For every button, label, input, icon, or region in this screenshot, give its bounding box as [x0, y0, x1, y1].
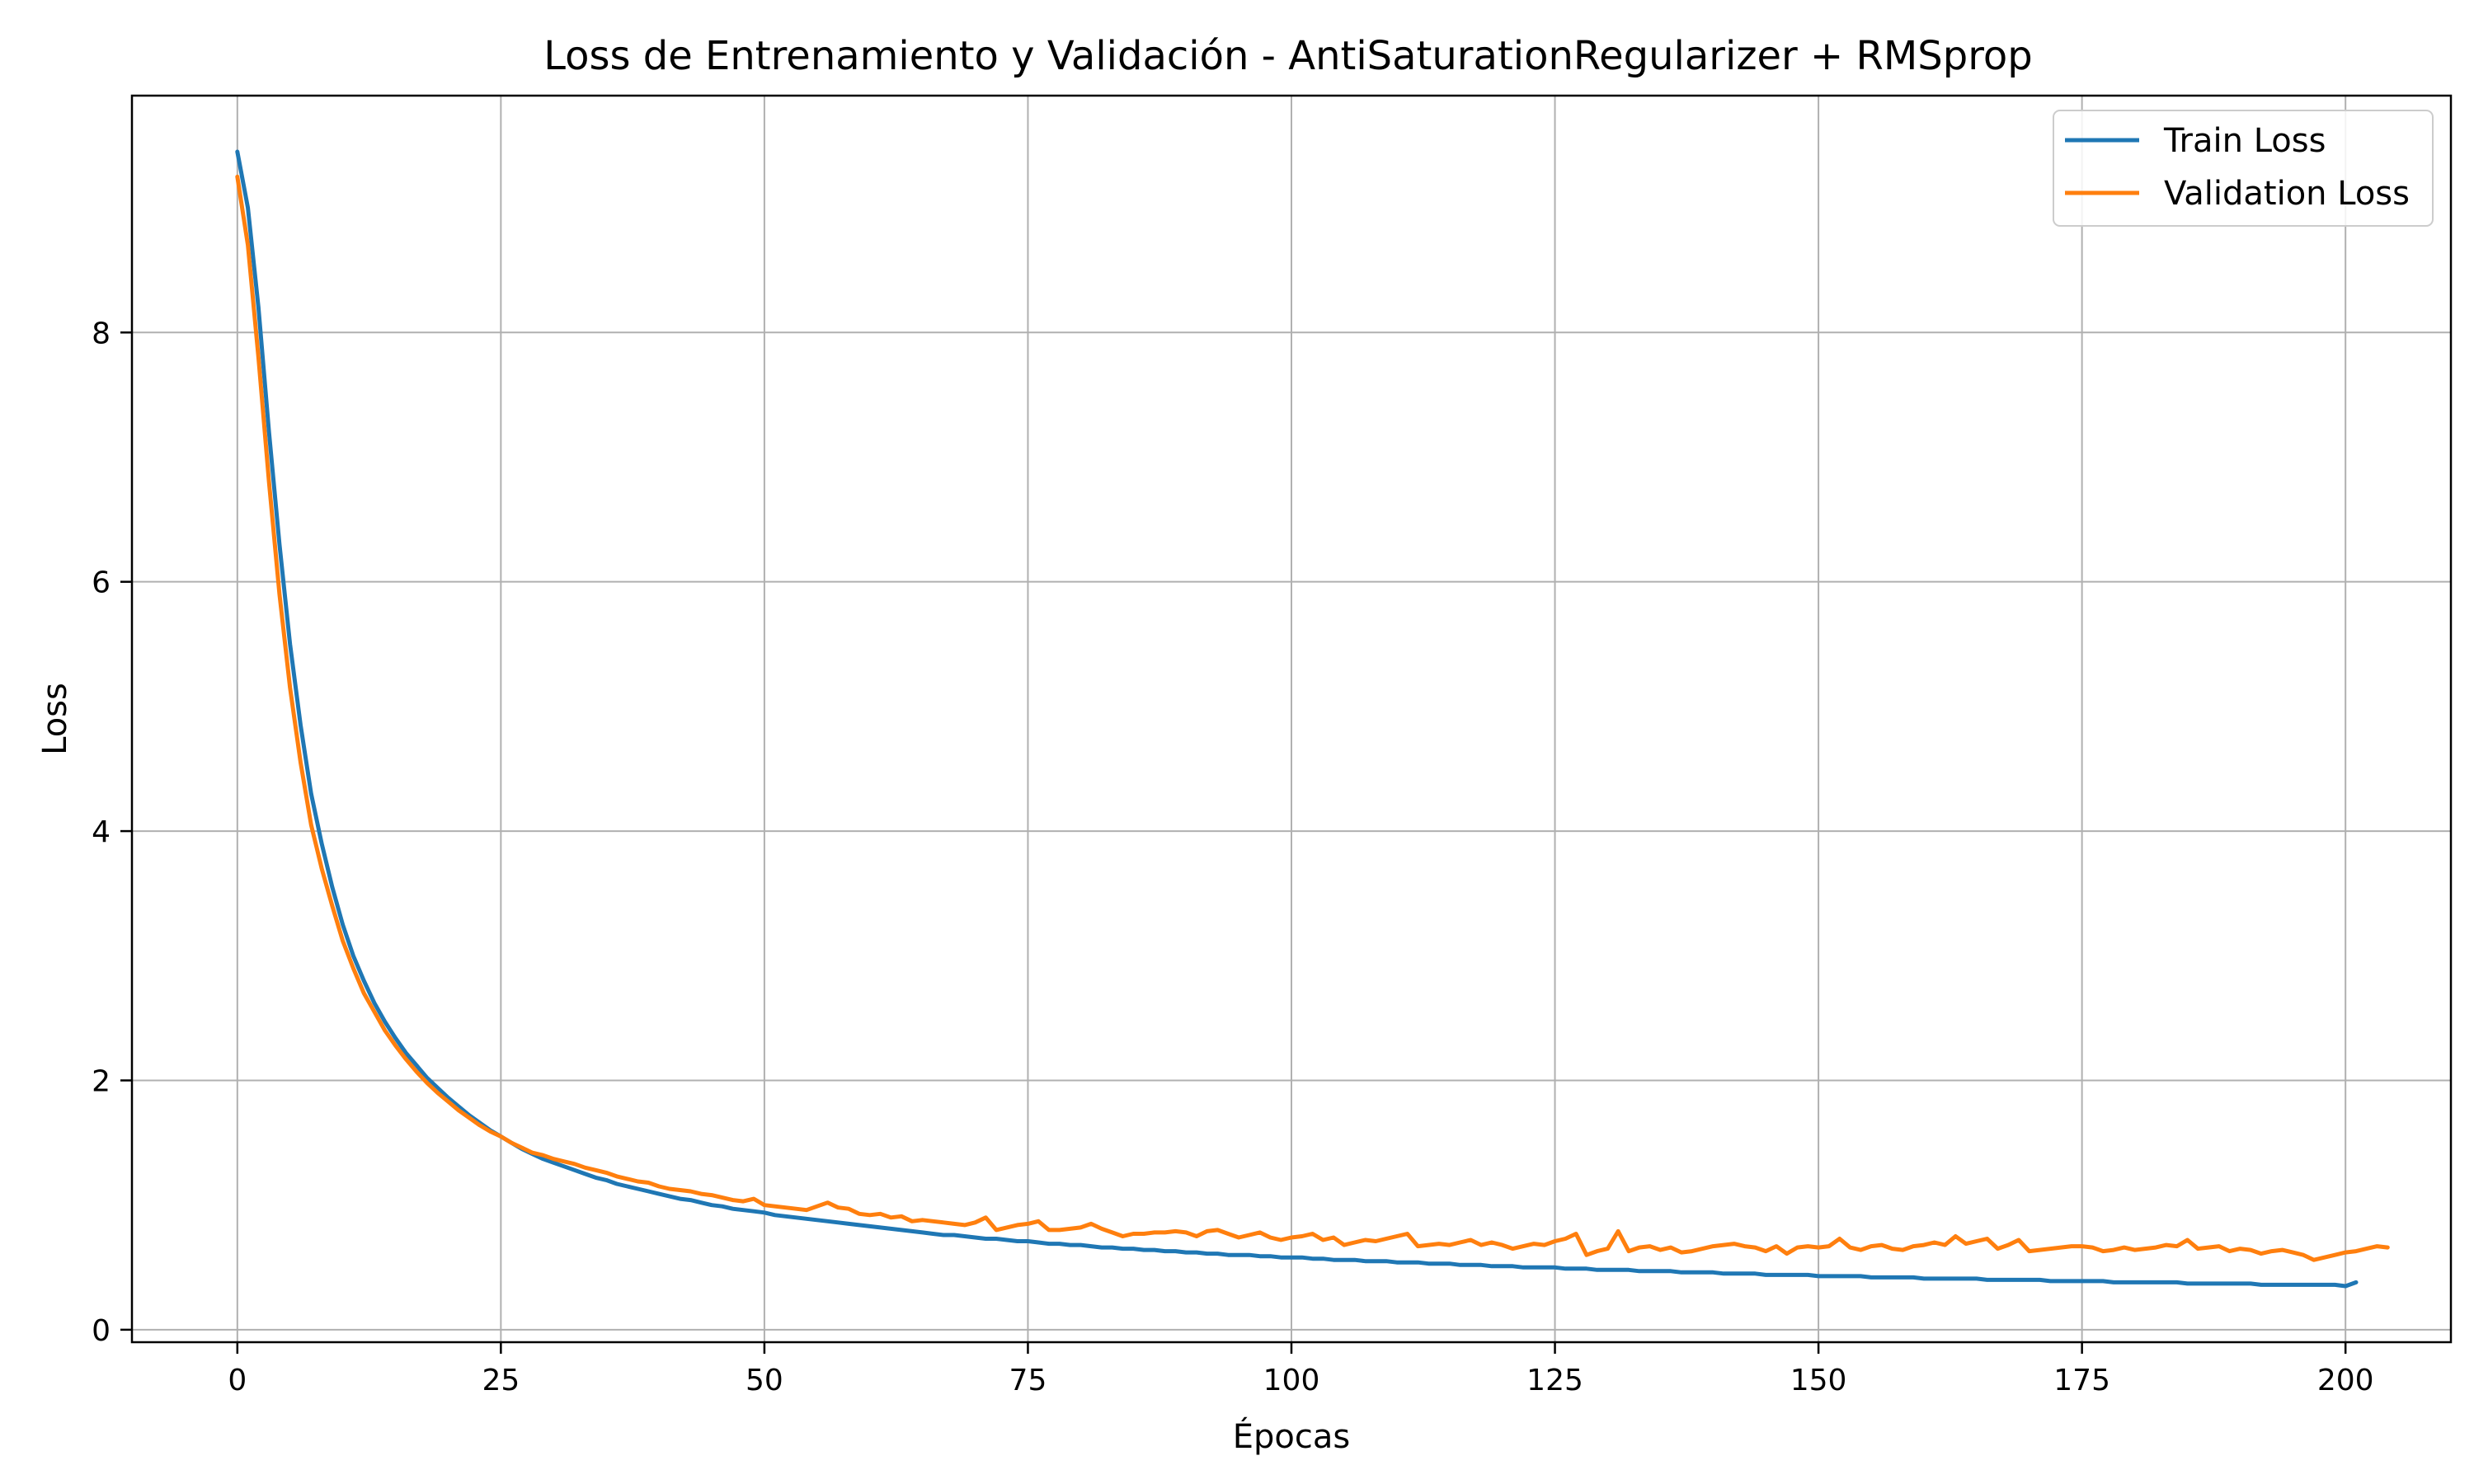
x-tick-label: 150	[1790, 1364, 1847, 1397]
x-tick-label: 100	[1263, 1364, 1320, 1397]
y-tick-label: 2	[92, 1064, 111, 1098]
series-line-train-loss	[235, 149, 2359, 1289]
x-axis-label: Épocas	[1233, 1416, 1350, 1456]
legend-label-validation: Validation Loss	[2164, 175, 2410, 213]
x-tick-label: 50	[745, 1364, 783, 1397]
x-tick-label: 25	[482, 1364, 520, 1397]
chart-title: Loss de Entrenamiento y Validación - Ant…	[543, 33, 2032, 79]
y-tick-label: 0	[92, 1314, 111, 1348]
legend-label-train: Train Loss	[2163, 122, 2326, 160]
legend: Train Loss Validation Loss	[2053, 110, 2434, 227]
x-tick-label: 0	[228, 1364, 247, 1397]
axis-ticks: 0 25 50 75 100 125 150 175 200 0 2 4 6 8	[92, 317, 2373, 1397]
x-tick-label: 75	[1009, 1364, 1047, 1397]
series-line-validation-loss	[235, 174, 2390, 1262]
y-tick-label: 4	[92, 815, 111, 849]
y-tick-label: 6	[92, 566, 111, 600]
x-tick-label: 175	[2053, 1364, 2110, 1397]
legend-box	[2053, 110, 2434, 227]
series-lines	[235, 149, 2390, 1289]
x-tick-label: 125	[1526, 1364, 1583, 1397]
y-axis-label: Loss	[36, 683, 74, 755]
grid-lines	[132, 96, 2451, 1342]
y-tick-label: 8	[92, 317, 111, 350]
x-tick-label: 200	[2317, 1364, 2374, 1397]
